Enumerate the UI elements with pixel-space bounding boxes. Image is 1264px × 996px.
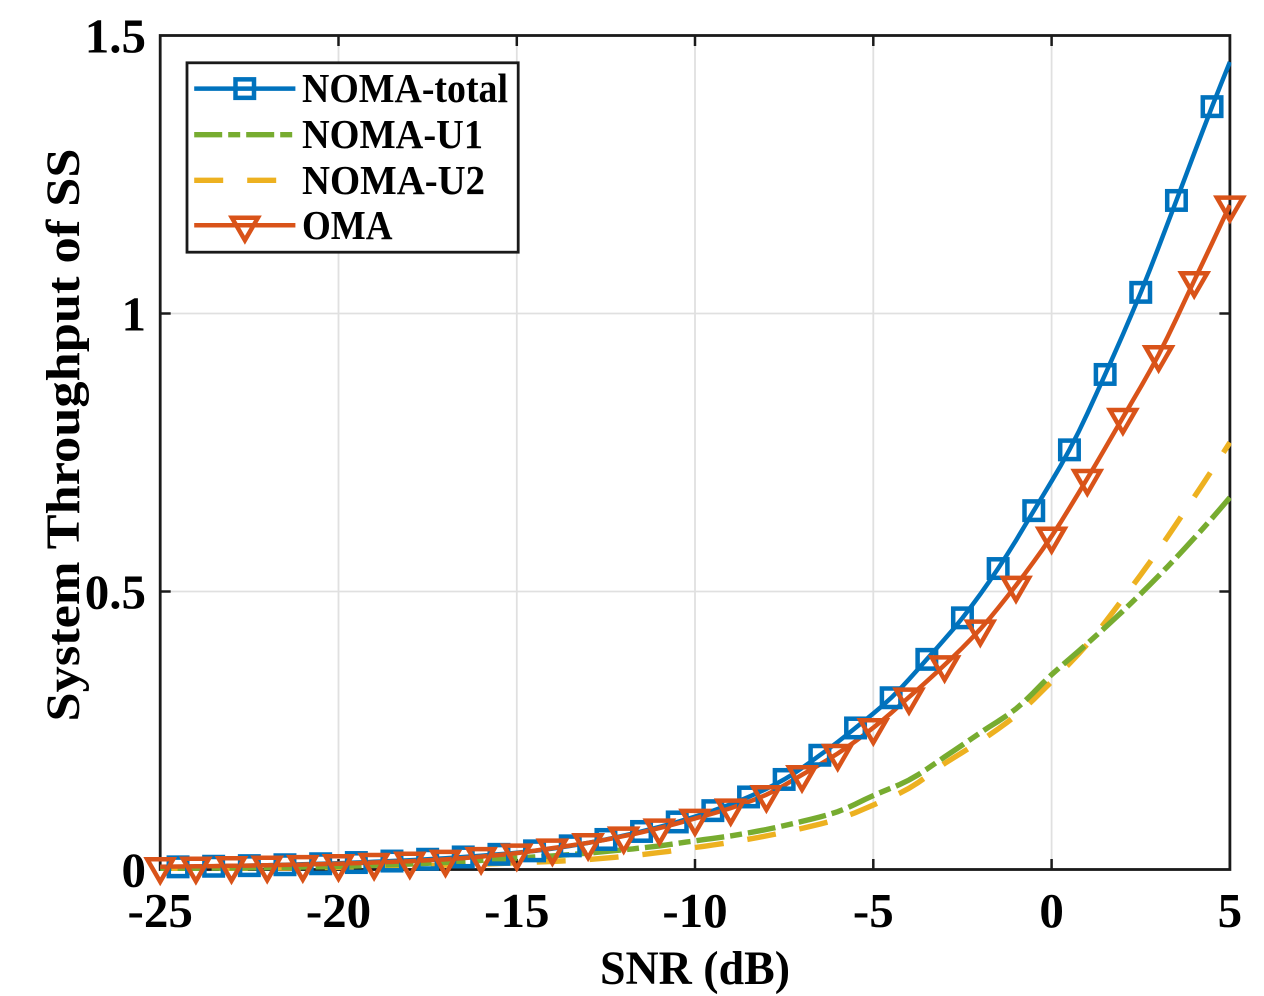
svg-text:0.5: 0.5 (85, 564, 146, 619)
svg-text:5: 5 (1218, 883, 1243, 938)
svg-text:-25: -25 (128, 883, 193, 938)
svg-text:1: 1 (122, 286, 147, 341)
svg-text:0: 0 (122, 842, 147, 897)
svg-text:-10: -10 (662, 883, 727, 938)
svg-text:-5: -5 (853, 883, 894, 938)
svg-text:1.5: 1.5 (85, 8, 146, 63)
svg-text:NOMA-U1: NOMA-U1 (302, 111, 483, 157)
svg-text:-15: -15 (484, 883, 549, 938)
svg-text:0: 0 (1039, 883, 1064, 938)
svg-text:SNR (dB): SNR (dB) (600, 942, 790, 995)
svg-text:OMA: OMA (302, 202, 393, 248)
svg-text:System Throughput of SS: System Throughput of SS (37, 149, 90, 722)
svg-text:-20: -20 (306, 883, 371, 938)
svg-text:NOMA-U2: NOMA-U2 (302, 157, 485, 203)
svg-text:NOMA-total: NOMA-total (302, 65, 508, 111)
